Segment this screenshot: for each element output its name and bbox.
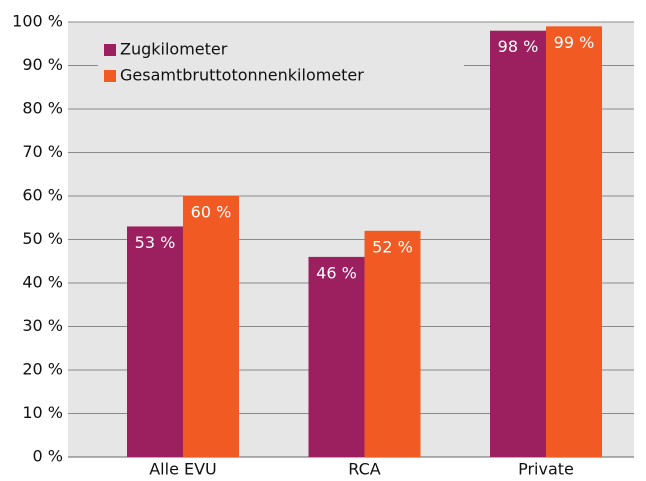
x-tick-label: RCA	[348, 460, 380, 479]
value-label: 98 %	[498, 37, 539, 56]
y-tick-label: 20 %	[22, 360, 63, 379]
value-label: 99 %	[554, 33, 595, 52]
x-tick-label: Alle EVU	[149, 460, 217, 479]
y-tick-label: 40 %	[22, 273, 63, 292]
x-tick-label: Private	[518, 460, 574, 479]
value-label: 53 %	[135, 233, 176, 252]
y-tick-label: 10 %	[22, 403, 63, 422]
legend-label: Gesamtbruttotonnenkilometer	[120, 66, 364, 85]
y-tick-label: 70 %	[22, 142, 63, 161]
bar	[546, 26, 602, 457]
legend-background	[98, 34, 464, 92]
bar	[490, 30, 546, 457]
y-tick-label: 50 %	[22, 229, 63, 248]
bar	[127, 226, 183, 457]
legend-swatch	[104, 70, 116, 82]
bar	[364, 230, 421, 457]
bar	[308, 256, 365, 457]
y-tick-label: 100 %	[12, 12, 63, 31]
value-label: 46 %	[316, 263, 357, 282]
value-label: 52 %	[372, 237, 413, 256]
bar	[183, 196, 239, 457]
y-tick-label: 90 %	[22, 55, 63, 74]
y-tick-label: 0 %	[33, 447, 63, 466]
value-label: 60 %	[191, 203, 232, 222]
legend-swatch	[104, 44, 116, 56]
legend-label: Zugkilometer	[120, 40, 228, 59]
y-tick-label: 80 %	[22, 99, 63, 118]
y-tick-label: 30 %	[22, 316, 63, 335]
y-tick-label: 60 %	[22, 186, 63, 205]
